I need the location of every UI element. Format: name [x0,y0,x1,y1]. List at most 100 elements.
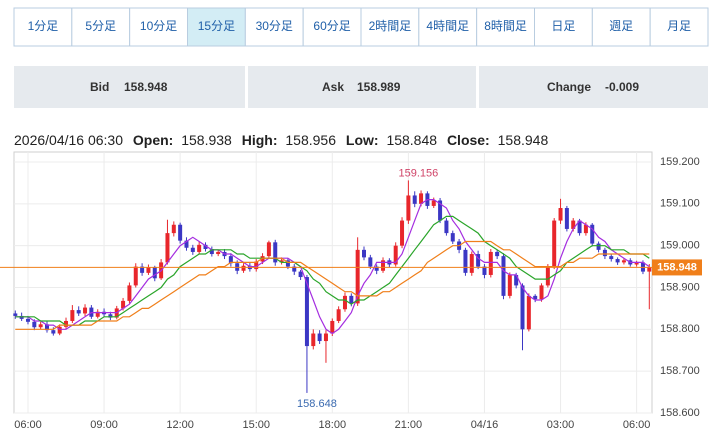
y-tick-label: 158.700 [660,365,700,377]
candle-body [564,208,569,229]
tab-label[interactable]: 4時間足 [426,19,469,33]
candle-body [444,220,449,234]
candle-body [393,245,398,265]
tab-button[interactable] [244,7,304,47]
datetime: 2026/04/16 06:30 [14,132,123,148]
x-tick-label: 04/16 [471,419,499,431]
x-tick-label: 06:00 [623,419,651,431]
tab[interactable]: 月足 [649,7,709,47]
tab-button[interactable] [534,7,593,47]
candle-body [38,324,43,328]
candle-body [495,251,500,257]
candle-body [488,251,493,275]
candle-body [349,295,354,304]
candle-body [304,277,309,347]
tab-button[interactable] [302,7,362,47]
candle-body [133,266,138,286]
candle-body [381,260,386,271]
y-tick-label: 158.900 [660,281,700,293]
y-tick-label: 158.800 [660,323,700,335]
tab-button[interactable] [13,7,73,47]
candle-body [596,243,601,250]
tab[interactable]: 1分足 [13,7,73,47]
tab[interactable]: 60分足 [302,7,362,47]
candle-body [507,274,512,296]
x-tick-label: 15:00 [242,419,270,431]
candle-body [171,224,176,234]
x-tick-label: 21:00 [395,419,423,431]
candle-body [32,321,37,328]
candle-body [152,267,157,279]
candle-body [51,330,56,334]
tab[interactable]: 10分足 [129,7,189,47]
tab-label[interactable]: 5分足 [85,19,116,33]
candle-body [19,315,24,319]
tab[interactable]: 30分足 [244,7,304,47]
candle-body [406,195,411,221]
tab-label[interactable]: 日足 [551,19,575,33]
tab-label[interactable]: 30分足 [256,19,293,33]
tab-label[interactable]: 8時間足 [484,19,527,33]
candle-body [412,195,417,204]
tab-label[interactable]: 月足 [667,19,691,33]
candle-body [336,309,341,321]
candle-body [469,254,474,273]
candle-body [558,208,563,221]
change-label: Change [547,80,591,94]
tab-button[interactable] [187,7,246,47]
tab[interactable]: 4時間足 [418,7,478,47]
tab-button[interactable] [649,7,709,47]
candle-body [146,267,151,273]
candle-body [228,256,233,264]
x-tick-label: 03:00 [547,419,575,431]
candle-body [203,244,208,250]
tab-button[interactable] [591,7,651,47]
current-price-tag [652,259,702,276]
tab[interactable]: 週足 [591,7,651,47]
candle-body [450,233,455,242]
candle-body [140,266,145,273]
moving-average-line [15,215,650,326]
candle-body [121,300,126,309]
candle-body [64,320,69,327]
tab[interactable]: 日足 [534,7,593,47]
tab-button[interactable] [476,7,535,47]
ask-box [248,66,476,108]
open-value: 158.938 [181,132,232,148]
candle-body [311,333,316,347]
candle-body [197,244,202,252]
tab-button[interactable] [360,7,420,47]
low-annotation: 158.648 [297,398,337,410]
candle-body [514,274,519,286]
tab[interactable]: 2時間足 [360,7,420,47]
candle-body [178,224,183,241]
y-tick-label: 159.000 [660,240,700,252]
candle-body [273,242,278,263]
candle-body [95,311,100,317]
ohlc-header: 2026/04/16 06:30 Open: 158.938 High: 158… [14,132,548,148]
tab-label[interactable]: 10分足 [140,19,177,33]
candle-body [254,261,259,270]
candle-body [108,314,113,318]
close-label: Close: [447,132,490,148]
tab[interactable]: 8時間足 [476,7,535,47]
tab[interactable]: 15分足 [187,7,246,47]
tab-button[interactable] [418,7,478,47]
moving-average-line [15,240,650,330]
high-value: 158.956 [285,132,336,148]
candle-body [431,200,436,206]
tab-label[interactable]: 60分足 [313,19,350,33]
candle-body [621,260,626,263]
tab[interactable]: 5分足 [71,7,131,47]
candle-body [362,249,366,258]
candle-body [571,220,576,229]
ask-label: Ask [322,80,344,94]
low-label: Low: [346,132,379,148]
candle-body [400,220,405,246]
candle-body [419,193,424,204]
candle-body [520,285,525,330]
tab-label[interactable]: 週足 [609,19,633,33]
tab-label[interactable]: 1分足 [28,19,59,33]
tab-label[interactable]: 2時間足 [369,19,412,33]
tab-label[interactable]: 15分足 [198,19,235,33]
